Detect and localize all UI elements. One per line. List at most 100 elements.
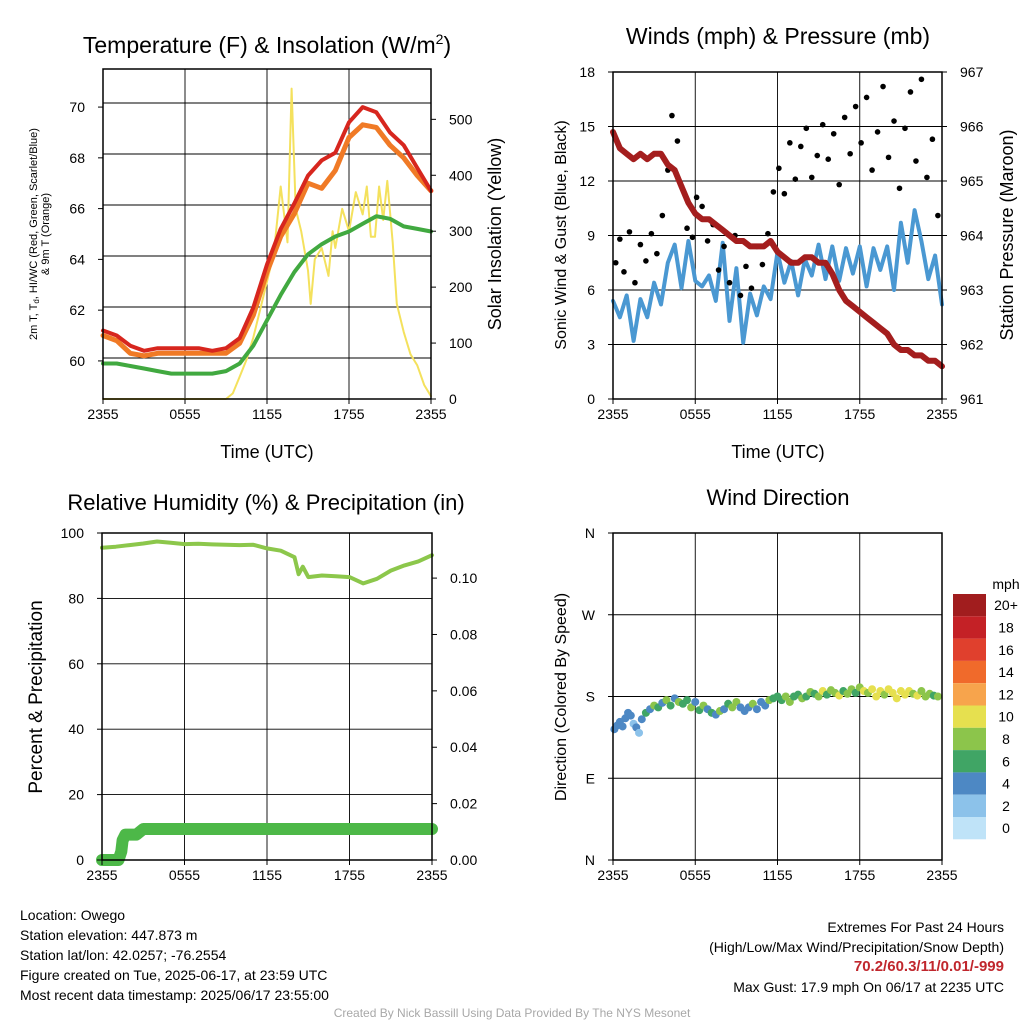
winds-title: Winds (mph) & Pressure (mb) <box>626 23 930 49</box>
direction-panel: Wind Direction 2355 0555 1155 1755 2355NESWN… <box>553 485 1020 883</box>
y2-tick-label: 0.06 <box>450 683 477 699</box>
svg-text:& 9m T (Orange): & 9m T (Orange) <box>40 193 52 275</box>
y-tick-label: 64 <box>69 251 85 267</box>
direction-point <box>814 692 823 701</box>
temperature-title: Temperature (F) & Insolation (W/m2) <box>83 31 451 58</box>
colorbar-swatch <box>953 683 986 706</box>
colorbar-swatch <box>953 660 986 684</box>
x-tick-label: 2355 <box>87 406 118 422</box>
pressure-line <box>610 129 945 370</box>
gust-point <box>721 243 727 250</box>
colorbar-label: 6 <box>1002 753 1010 769</box>
recent-timestamp: Most recent data timestamp: 2025/06/17 2… <box>20 987 329 1003</box>
winds-ticks: 2355 0555 1155 1755 235503691215189619629639… <box>579 64 983 422</box>
humidity-grid <box>101 532 433 861</box>
gust-point <box>852 103 859 110</box>
y-tick-label: 20 <box>68 787 84 803</box>
humidity-panel: Relative Humidity (%) & Precipitation (i… <box>26 490 477 883</box>
direction-point <box>728 703 737 712</box>
gust-point <box>836 181 842 188</box>
gust-point <box>626 229 633 235</box>
direction-point <box>752 705 761 714</box>
gust-point <box>896 185 903 192</box>
gust-point <box>819 121 826 128</box>
colorbar-label: 16 <box>998 642 1014 658</box>
direction-point <box>868 685 877 694</box>
gust-point <box>798 143 804 150</box>
y2-tick-label: 400 <box>449 167 473 183</box>
x-tick-label: 0555 <box>680 406 711 422</box>
direction-point <box>785 697 794 706</box>
gust-point <box>924 174 930 181</box>
y2-tick-label: 962 <box>960 337 984 353</box>
gust-point <box>617 236 623 242</box>
colorbar-label: 8 <box>1002 731 1010 747</box>
colorbar-swatch <box>953 616 986 639</box>
direction-point <box>892 694 901 703</box>
series-insolation_yellow <box>102 87 432 400</box>
temperature-ylabel: 2m T, Td, HI/WC (Red, Green, Scarlet/Blu… <box>28 128 52 340</box>
y-tick-label: 62 <box>69 302 85 318</box>
gust-point <box>825 156 832 162</box>
y-tick-label: 70 <box>69 99 85 115</box>
gust-point <box>689 234 696 241</box>
y-tick-label: 3 <box>587 337 595 353</box>
gust-point <box>659 212 666 219</box>
y2-tick-label: 0 <box>449 391 457 407</box>
gust-point <box>902 125 908 132</box>
colorbar-label: 14 <box>998 664 1014 680</box>
gust-point <box>787 140 793 146</box>
gust-point <box>847 150 853 157</box>
series-temp_red <box>101 105 433 353</box>
y2-tick-label: 0.04 <box>450 739 477 755</box>
direction-point <box>732 697 741 706</box>
extremes-values: 70.2/60.3/11/0.01/-999 <box>853 958 1004 975</box>
colorbar-swatch <box>953 638 986 661</box>
y-tick-label: S <box>586 689 595 705</box>
winds-xlabel: Time (UTC) <box>731 442 824 462</box>
y-tick-label: 9 <box>587 228 595 244</box>
colorbar-label: 12 <box>998 686 1014 702</box>
x-tick-label: 2355 <box>416 867 447 883</box>
gust-point <box>632 279 638 286</box>
credit-line: Created By Nick Bassill Using Data Provi… <box>333 1006 691 1020</box>
station-info: Location: Owego Station elevation: 447.8… <box>20 905 329 1005</box>
y-tick-label: 68 <box>69 150 85 166</box>
station-location: Location: Owego <box>20 907 126 923</box>
gust-point <box>803 125 810 132</box>
direction-point <box>781 692 790 701</box>
gust-point <box>792 176 799 182</box>
gust-point <box>869 167 875 173</box>
direction-point <box>851 688 860 697</box>
colorbar-swatch <box>953 772 986 795</box>
gust-point <box>885 154 892 161</box>
x-tick-label: 1755 <box>844 406 875 422</box>
extremes-summary: Extremes For Past 24 Hours (High/Low/Max… <box>709 917 1004 997</box>
winds-panel: Winds (mph) & Pressure (mb) 2355 0555 1155… <box>553 23 1017 462</box>
colorbar-label: 18 <box>998 619 1014 635</box>
colorbar-swatch <box>953 705 986 728</box>
series-temp_green <box>101 214 433 376</box>
y-tick-label: E <box>586 770 595 786</box>
gust-point <box>715 267 722 273</box>
direction-point <box>618 722 627 731</box>
station-elevation: Station elevation: 447.873 m <box>20 927 198 943</box>
humidity-ticks: 2355 0555 1155 1755 23550204060801000.000.02… <box>61 525 478 883</box>
figure-created: Figure created on Tue, 2025-06-17, at 23… <box>20 967 328 983</box>
gust-point <box>781 190 788 197</box>
y-tick-label: 12 <box>579 173 595 189</box>
y-tick-label: N <box>585 525 595 541</box>
gust-point <box>737 292 744 299</box>
y2-tick-label: 964 <box>960 228 984 244</box>
svg-text:2m T, Td, HI/WC (Red, Green, S: 2m T, Td, HI/WC (Red, Green, Scarlet/Blu… <box>28 128 41 340</box>
x-tick-label: 1755 <box>334 867 365 883</box>
x-tick-label: 0555 <box>680 867 711 883</box>
gust-point <box>863 94 870 101</box>
y2-tick-label: 966 <box>960 119 984 135</box>
direction-series <box>610 683 942 737</box>
x-tick-label: 0555 <box>169 406 200 422</box>
gust-point <box>935 212 941 219</box>
y2-tick-label: 0.02 <box>450 796 477 812</box>
x-tick-label: 2355 <box>597 406 628 422</box>
series-temp_orange <box>100 122 434 359</box>
